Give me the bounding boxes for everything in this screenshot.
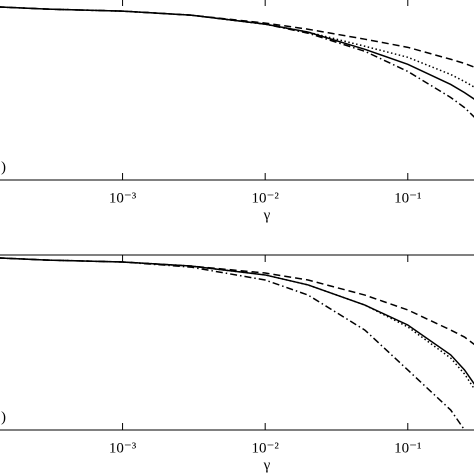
curve	[0, 257, 474, 346]
plot-frame	[0, 254, 474, 431]
x-tick-label: 10⁻³	[109, 440, 137, 456]
x-tick-label: 10⁻²	[251, 440, 279, 456]
curve	[0, 257, 474, 385]
x-tick-label: 10⁻³	[109, 190, 137, 206]
x-axis-label: γ	[263, 207, 271, 223]
curve	[0, 6, 474, 88]
plot-frame	[0, 179, 474, 181]
x-tick-label: 10⁻¹	[394, 190, 421, 206]
x-tick-label: 10⁻²	[251, 190, 279, 206]
curve	[0, 257, 466, 431]
panel-label: )	[1, 159, 6, 175]
x-tick-label: 10⁻¹	[394, 440, 421, 456]
x-axis-label: γ	[263, 457, 271, 473]
curve	[0, 6, 474, 118]
curve	[0, 6, 474, 100]
curve	[0, 257, 474, 390]
panel-label: )	[1, 409, 6, 425]
curve	[0, 6, 474, 68]
